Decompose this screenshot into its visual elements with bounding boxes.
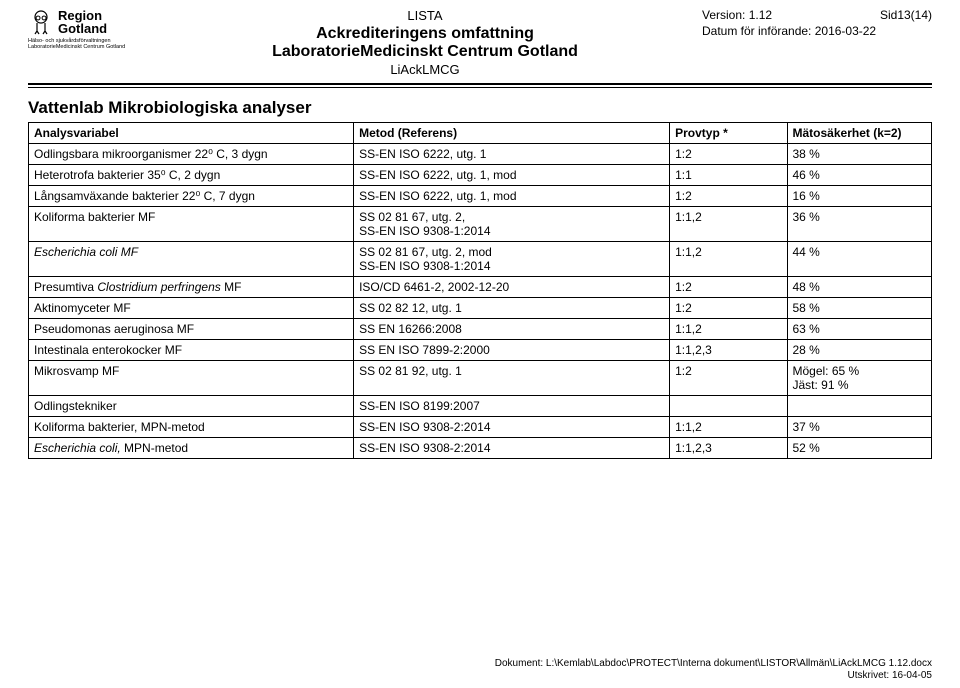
cell-analysvariabel: Presumtiva Clostridium perfringens MF [29, 277, 354, 298]
footer: Dokument: L:\Kemlab\Labdoc\PROTECT\Inter… [495, 658, 932, 682]
table-row: Koliforma bakterier MFSS 02 81 67, utg. … [29, 207, 932, 242]
cell-matosakerhet [787, 396, 932, 417]
cell-matosakerhet: 48 % [787, 277, 932, 298]
cell-matosakerhet: 36 % [787, 207, 932, 242]
cell-analysvariabel: Långsamväxande bakterier 22⁰ C, 7 dygn [29, 186, 354, 207]
table-row: Odlingsbara mikroorganismer 22⁰ C, 3 dyg… [29, 144, 932, 165]
logo-block: Region Gotland Hälso- och sjukvårdsförva… [28, 8, 148, 50]
header-right: Version: 1.12 Sid13(14) Datum för införa… [702, 8, 932, 38]
cell-analysvariabel: Odlingstekniker [29, 396, 354, 417]
cell-matosakerhet: 38 % [787, 144, 932, 165]
cell-provtyp [670, 396, 787, 417]
cell-matosakerhet: Mögel: 65 %Jäst: 91 % [787, 361, 932, 396]
cell-analysvariabel: Odlingsbara mikroorganismer 22⁰ C, 3 dyg… [29, 144, 354, 165]
cell-provtyp: 1:2 [670, 277, 787, 298]
cell-provtyp: 1:2 [670, 361, 787, 396]
cell-metod: SS-EN ISO 9308-2:2014 [354, 417, 670, 438]
logo-subtext: Hälso- och sjukvårdsförvaltningen Labora… [28, 38, 148, 50]
cell-provtyp: 1:1,2 [670, 319, 787, 340]
table-row: OdlingsteknikerSS-EN ISO 8199:2007 [29, 396, 932, 417]
footer-printed: Utskrivet: 16-04-05 [495, 670, 932, 682]
cell-metod: SS 02 81 67, utg. 2,SS-EN ISO 9308-1:201… [354, 207, 670, 242]
cell-analysvariabel: Escherichia coli MF [29, 242, 354, 277]
table-row: Intestinala enterokocker MFSS EN ISO 789… [29, 340, 932, 361]
header: Region Gotland Hälso- och sjukvårdsförva… [28, 8, 932, 77]
title-line-2: LaboratorieMedicinskt Centrum Gotland [148, 43, 702, 61]
cell-matosakerhet: 28 % [787, 340, 932, 361]
table-row: Mikrosvamp MFSS 02 81 92, utg. 11:2Mögel… [29, 361, 932, 396]
cell-provtyp: 1:2 [670, 144, 787, 165]
header-rules [28, 83, 932, 88]
cell-metod: SS-EN ISO 9308-2:2014 [354, 438, 670, 459]
table-row: Presumtiva Clostridium perfringens MFISO… [29, 277, 932, 298]
cell-analysvariabel: Koliforma bakterier MF [29, 207, 354, 242]
version-label: Version: 1.12 [702, 8, 772, 22]
section-title: Vattenlab Mikrobiologiska analyser [28, 98, 932, 118]
th-analysvariabel: Analysvariabel [29, 123, 354, 144]
logo-text: Region Gotland [58, 9, 107, 35]
cell-provtyp: 1:1,2,3 [670, 438, 787, 459]
cell-metod: ISO/CD 6461-2, 2002-12-20 [354, 277, 670, 298]
cell-metod: SS-EN ISO 6222, utg. 1, mod [354, 165, 670, 186]
table-row: Aktinomyceter MFSS 02 82 12, utg. 11:258… [29, 298, 932, 319]
th-metod: Metod (Referens) [354, 123, 670, 144]
cell-provtyp: 1:2 [670, 298, 787, 319]
table-row: Escherichia coli MFSS 02 81 67, utg. 2, … [29, 242, 932, 277]
cell-metod: SS EN 16266:2008 [354, 319, 670, 340]
cell-analysvariabel: Escherichia coli, MPN-metod [29, 438, 354, 459]
footer-doc-path: Dokument: L:\Kemlab\Labdoc\PROTECT\Inter… [495, 658, 932, 670]
table-header-row: Analysvariabel Metod (Referens) Provtyp … [29, 123, 932, 144]
cell-provtyp: 1:1,2 [670, 242, 787, 277]
cell-metod: SS-EN ISO 6222, utg. 1 [354, 144, 670, 165]
cell-metod: SS 02 82 12, utg. 1 [354, 298, 670, 319]
date-label: Datum för införande: 2016-03-22 [702, 24, 932, 38]
cell-matosakerhet: 16 % [787, 186, 932, 207]
cell-analysvariabel: Pseudomonas aeruginosa MF [29, 319, 354, 340]
table-row: Pseudomonas aeruginosa MFSS EN 16266:200… [29, 319, 932, 340]
doc-type: LISTA [148, 8, 702, 23]
cell-provtyp: 1:1 [670, 165, 787, 186]
cell-provtyp: 1:1,2,3 [670, 340, 787, 361]
cell-matosakerhet: 46 % [787, 165, 932, 186]
cell-matosakerhet: 52 % [787, 438, 932, 459]
cell-analysvariabel: Heterotrofa bakterier 35⁰ C, 2 dygn [29, 165, 354, 186]
page-number: Sid13(14) [880, 8, 932, 22]
cell-metod: SS 02 81 92, utg. 1 [354, 361, 670, 396]
page: Region Gotland Hälso- och sjukvårdsförva… [0, 0, 960, 688]
table-row: Långsamväxande bakterier 22⁰ C, 7 dygnSS… [29, 186, 932, 207]
cell-analysvariabel: Mikrosvamp MF [29, 361, 354, 396]
cell-provtyp: 1:1,2 [670, 207, 787, 242]
cell-matosakerhet: 44 % [787, 242, 932, 277]
cell-metod: SS-EN ISO 8199:2007 [354, 396, 670, 417]
cell-analysvariabel: Intestinala enterokocker MF [29, 340, 354, 361]
cell-matosakerhet: 58 % [787, 298, 932, 319]
ram-icon [28, 8, 54, 36]
table-row: Escherichia coli, MPN-metodSS-EN ISO 930… [29, 438, 932, 459]
cell-provtyp: 1:1,2 [670, 417, 787, 438]
analysis-table: Analysvariabel Metod (Referens) Provtyp … [28, 122, 932, 459]
th-matosakerhet: Mätosäkerhet (k=2) [787, 123, 932, 144]
table-row: Heterotrofa bakterier 35⁰ C, 2 dygnSS-EN… [29, 165, 932, 186]
header-center: LISTA Ackrediteringens omfattning Labora… [148, 8, 702, 77]
cell-metod: SS-EN ISO 6222, utg. 1, mod [354, 186, 670, 207]
cell-matosakerhet: 37 % [787, 417, 932, 438]
title-sub: LiAckLMCG [148, 62, 702, 77]
th-provtyp: Provtyp * [670, 123, 787, 144]
cell-metod: SS 02 81 67, utg. 2, modSS-EN ISO 9308-1… [354, 242, 670, 277]
cell-provtyp: 1:2 [670, 186, 787, 207]
cell-analysvariabel: Koliforma bakterier, MPN-metod [29, 417, 354, 438]
cell-matosakerhet: 63 % [787, 319, 932, 340]
cell-analysvariabel: Aktinomyceter MF [29, 298, 354, 319]
table-row: Koliforma bakterier, MPN-metodSS-EN ISO … [29, 417, 932, 438]
cell-metod: SS EN ISO 7899-2:2000 [354, 340, 670, 361]
title-line-1: Ackrediteringens omfattning [148, 25, 702, 43]
